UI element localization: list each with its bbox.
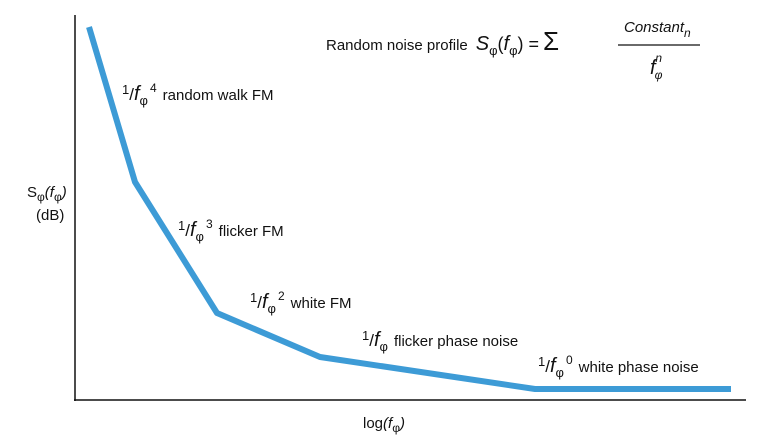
segment-numerator: 1 [538,354,545,369]
y-label-symbol: S [27,184,37,201]
segment-power: 0 [566,353,573,367]
segment-text: random walk FM [163,87,274,104]
x-axis-label: log(fφ) [363,415,405,435]
segment-power: 3 [206,217,213,231]
formula-variable: f [504,33,512,55]
segment-slash: / [369,331,374,350]
segment-numerator: 1 [178,218,185,233]
segment-text: white phase noise [578,359,699,376]
segment-subscript: φ [268,301,276,316]
y-label-close: ) [60,184,67,201]
x-label-variable-subscript: φ [392,421,400,435]
formula-numerator-text: Constant [624,19,685,36]
formula-open: ( [498,34,504,54]
formula-numerator-subscript: n [684,26,691,40]
segment-slash: / [129,85,134,104]
segment-text: flicker FM [219,223,284,240]
formula-denominator-text: f [650,57,658,79]
formula-symbol-subscript: φ [489,43,497,58]
segment-variable: f [190,219,198,241]
segment-variable: f [134,83,142,105]
segment-slash: / [185,221,190,240]
segment-subscript: φ [556,365,564,380]
formula-close: ) = [518,34,540,54]
segment-slash: / [545,357,550,376]
x-label-prefix: log [363,415,383,432]
y-axis-unit: (dB) [36,207,64,224]
segment-subscript: φ [380,339,388,354]
segment-subscript: φ [196,229,204,244]
segment-label: 1/fφ0 white phase noise [538,353,699,380]
segment-subscript: φ [140,93,148,108]
title: Random noise profile [326,37,468,54]
segment-slash: / [257,293,262,312]
segment-text: flicker phase noise [394,333,518,350]
segment-label: 1/fφ3 flicker FM [178,217,284,244]
formula-denominator: fφn [650,51,663,82]
formula-denominator-subscript: φ [655,68,663,82]
y-label-open: ( [45,184,52,201]
y-label-variable-subscript: φ [54,190,62,204]
formula-sum: Σ [543,26,559,56]
formula-numerator: Constantn [624,19,691,40]
segment-text: white FM [290,295,352,312]
segment-numerator: 1 [362,328,369,343]
segment-label: 1/fφ flicker phase noise [362,328,518,354]
noise-curve [86,26,731,392]
segment-numerator: 1 [122,82,129,97]
y-label-symbol-subscript: φ [37,190,45,204]
x-label-variable: f [388,415,394,432]
segment-label: 1/fφ4 random walk FM [122,81,274,108]
segment-label: 1/fφ2 white FM [250,289,352,316]
formula: Random noise profile Sφ(fφ) = Σ [326,26,559,58]
x-label-close: ) [398,415,405,432]
y-axis-label: Sφ(fφ) [27,184,67,204]
x-label-open: ( [383,415,390,432]
segment-variable: f [374,329,382,351]
segment-numerator: 1 [250,290,257,305]
y-label-variable: f [50,184,56,201]
segment-variable: f [550,355,558,377]
formula-variable-subscript: φ [509,43,517,58]
segment-power: 4 [150,81,157,95]
formula-symbol: S [476,33,490,55]
segment-power: 2 [278,289,285,303]
segment-variable: f [262,291,270,313]
formula-denominator-power: n [655,51,662,65]
